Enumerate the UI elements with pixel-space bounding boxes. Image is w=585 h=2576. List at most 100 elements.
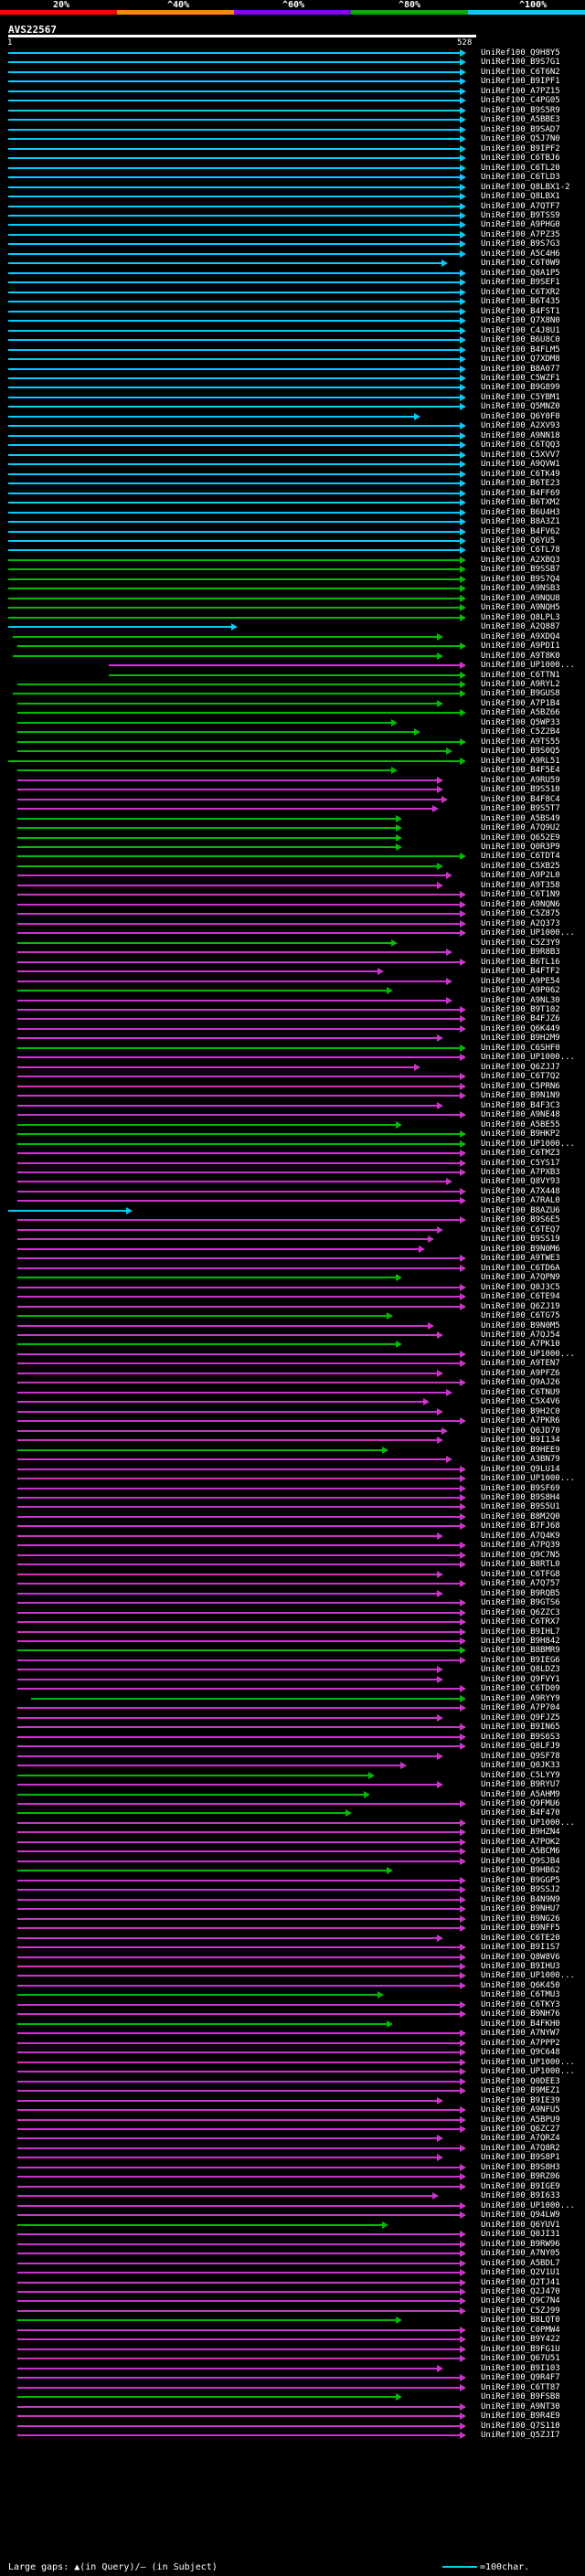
hit-label[interactable]: UniRef100_B9S0Q5 [481, 747, 560, 757]
hit-label[interactable]: UniRef100_B4FTF2 [481, 967, 560, 977]
hit-alignment-bar[interactable] [17, 1286, 461, 1288]
hit-alignment-bar[interactable] [17, 2272, 461, 2274]
hit-alignment-bar[interactable] [17, 1860, 461, 1862]
hit-label[interactable]: UniRef100_C4J8U1 [481, 325, 560, 335]
hit-label[interactable]: UniRef100_Q5J7N0 [481, 134, 560, 144]
hit-alignment-bar[interactable] [17, 2195, 433, 2198]
hit-alignment-bar[interactable] [8, 453, 461, 456]
hit-label[interactable]: UniRef100_B9RZ06 [481, 2172, 560, 2182]
hit-label[interactable]: UniRef100_B9N0M6 [481, 1244, 560, 1254]
hit-label[interactable]: UniRef100_B9HKP2 [481, 1129, 560, 1140]
hit-label[interactable]: UniRef100_A9NQU8 [481, 593, 560, 603]
hit-label[interactable]: UniRef100_Q2TJ41 [481, 2277, 560, 2287]
hit-alignment-bar[interactable] [17, 1831, 461, 1834]
hit-alignment-bar[interactable] [17, 1649, 461, 1652]
hit-alignment-bar[interactable] [17, 2099, 438, 2102]
hit-label[interactable]: UniRef100_A7PZ35 [481, 229, 560, 239]
hit-label[interactable]: UniRef100_B9IHL7 [481, 1627, 560, 1637]
hit-label[interactable]: UniRef100_C6TG75 [481, 1311, 560, 1321]
hit-alignment-bar[interactable] [17, 2386, 461, 2389]
hit-alignment-bar[interactable] [8, 549, 461, 552]
hit-alignment-bar[interactable] [17, 1821, 461, 1824]
hit-alignment-bar[interactable] [17, 1420, 461, 1423]
hit-label[interactable]: UniRef100_Q94LW9 [481, 2210, 560, 2221]
hit-alignment-bar[interactable] [17, 1247, 420, 1250]
hit-label[interactable]: UniRef100_B9IN65 [481, 1723, 560, 1733]
hit-label[interactable]: UniRef100_A2XV93 [481, 421, 560, 431]
hit-alignment-bar[interactable] [13, 693, 461, 695]
hit-alignment-bar[interactable] [17, 731, 415, 734]
hit-label[interactable]: UniRef100_A7QJ54 [481, 1330, 560, 1340]
hit-alignment-bar[interactable] [17, 1936, 438, 1939]
hit-label[interactable]: UniRef100_B9SS19 [481, 1235, 560, 1245]
hit-label[interactable]: UniRef100_B6T435 [481, 297, 560, 307]
hit-label[interactable]: UniRef100_B9IHU3 [481, 1962, 560, 1971]
hit-label[interactable]: UniRef100_B9R4E9 [481, 2412, 560, 2422]
hit-label[interactable]: UniRef100_Q8LPL3 [481, 612, 560, 622]
hit-label[interactable]: UniRef100_A7RAL0 [481, 1196, 560, 1206]
hit-label[interactable]: UniRef100_A9XDQ4 [481, 631, 560, 641]
hit-label[interactable]: UniRef100_C5LYY9 [481, 1770, 560, 1780]
hit-label[interactable]: UniRef100_Q652E9 [481, 832, 560, 843]
hit-alignment-bar[interactable] [17, 846, 397, 848]
hit-label[interactable]: UniRef100_B9NG26 [481, 1913, 560, 1924]
hit-alignment-bar[interactable] [17, 1611, 461, 1614]
hit-alignment-bar[interactable] [17, 2041, 461, 2044]
hit-alignment-bar[interactable] [17, 1458, 447, 1461]
hit-label[interactable]: UniRef100_A9QVW1 [481, 460, 560, 470]
hit-alignment-bar[interactable] [8, 759, 461, 762]
hit-label[interactable]: UniRef100_B9S8H3 [481, 2162, 560, 2172]
hit-alignment-bar[interactable] [17, 798, 442, 800]
hit-label[interactable]: UniRef100_B9NHU7 [481, 1904, 560, 1914]
hit-alignment-bar[interactable] [8, 52, 461, 54]
hit-label[interactable]: UniRef100_A9T358 [481, 880, 560, 890]
hit-label[interactable]: UniRef100_Q9C7N4 [481, 2296, 560, 2306]
hit-label[interactable]: UniRef100_A7NY05 [481, 2249, 560, 2259]
hit-label[interactable]: UniRef100_B8RTL0 [481, 1560, 560, 1570]
hit-label[interactable]: UniRef100_B9IEG6 [481, 1655, 560, 1665]
hit-label[interactable]: UniRef100_C6TE20 [481, 1933, 560, 1943]
hit-label[interactable]: UniRef100_C6TTN1 [481, 670, 560, 680]
hit-label[interactable]: UniRef100_A9NL30 [481, 995, 560, 1005]
hit-label[interactable]: UniRef100_A9NFU5 [481, 2105, 560, 2115]
hit-alignment-bar[interactable] [17, 1640, 461, 1643]
hit-label[interactable]: UniRef100_Q8VY93 [481, 1177, 560, 1187]
hit-label[interactable]: UniRef100_B8A077 [481, 364, 560, 374]
hit-label[interactable]: UniRef100_Q0JD70 [481, 1426, 560, 1436]
hit-label[interactable]: UniRef100_Q9C648 [481, 2048, 560, 2058]
hit-label[interactable]: UniRef100_B8AZU6 [481, 1205, 560, 1215]
hit-alignment-bar[interactable] [17, 2176, 461, 2178]
hit-alignment-bar[interactable] [109, 673, 461, 676]
hit-label[interactable]: UniRef100_Q6K449 [481, 1023, 560, 1034]
hit-label[interactable]: UniRef100_B9I633 [481, 2191, 560, 2201]
hit-alignment-bar[interactable] [17, 1889, 461, 1892]
hit-alignment-bar[interactable] [17, 684, 461, 686]
hit-alignment-bar[interactable] [17, 1754, 438, 1757]
hit-alignment-bar[interactable] [17, 1382, 461, 1384]
hit-alignment-bar[interactable] [17, 1410, 438, 1413]
hit-label[interactable]: UniRef100_B9S5U1 [481, 1502, 560, 1512]
hit-alignment-bar[interactable] [8, 291, 461, 293]
hit-label[interactable]: UniRef100_Q0R3P9 [481, 843, 560, 852]
hit-alignment-bar[interactable] [8, 119, 461, 122]
hit-alignment-bar[interactable] [17, 999, 447, 1002]
hit-alignment-bar[interactable] [17, 1735, 461, 1738]
hit-alignment-bar[interactable] [17, 1152, 461, 1155]
hit-alignment-bar[interactable] [17, 1478, 461, 1480]
hit-label[interactable]: UniRef100_UP1000... [481, 928, 575, 938]
hit-label[interactable]: UniRef100_C5XB25 [481, 861, 560, 871]
hit-label[interactable]: UniRef100_B9SF69 [481, 1483, 560, 1493]
hit-label[interactable]: UniRef100_A5BBE3 [481, 115, 560, 125]
hit-label[interactable]: UniRef100_Q9R4F7 [481, 2373, 560, 2383]
hit-label[interactable]: UniRef100_B9RYU7 [481, 1780, 560, 1790]
hit-label[interactable]: UniRef100_Q6ZJ19 [481, 1301, 560, 1311]
hit-alignment-bar[interactable] [17, 970, 378, 973]
hit-label[interactable]: UniRef100_A7P1B4 [481, 698, 560, 708]
hit-label[interactable]: UniRef100_A9NN18 [481, 430, 560, 440]
hit-alignment-bar[interactable] [17, 1506, 461, 1509]
hit-alignment-bar[interactable] [17, 894, 461, 896]
hit-alignment-bar[interactable] [17, 2032, 461, 2035]
hit-label[interactable]: UniRef100_UP1000... [481, 1971, 575, 1981]
hit-alignment-bar[interactable] [17, 875, 447, 877]
hit-alignment-bar[interactable] [8, 157, 461, 160]
